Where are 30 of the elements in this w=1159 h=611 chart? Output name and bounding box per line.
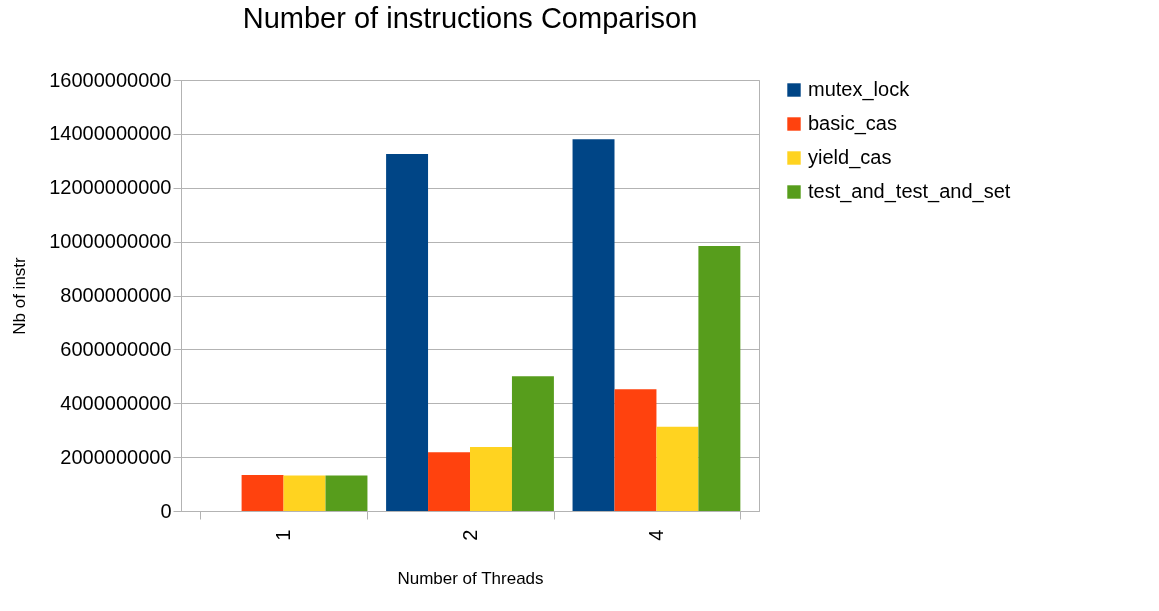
legend-label: basic_cas	[808, 112, 897, 135]
bar	[241, 474, 284, 511]
bar	[572, 139, 615, 511]
y-axis-title: Nb of instr	[10, 256, 30, 335]
bar	[428, 452, 470, 511]
bar	[325, 475, 368, 511]
y-tick-label: 6000000000	[60, 337, 172, 360]
y-tick-label: 0	[160, 499, 172, 522]
bar	[511, 376, 554, 511]
bar	[614, 389, 657, 511]
y-tick-label: 8000000000	[60, 284, 172, 306]
x-tick-label: 2	[458, 529, 481, 541]
legend-label: mutex_lock	[808, 78, 911, 101]
y-tick-label: 16000000000	[49, 68, 172, 91]
bar	[283, 475, 326, 511]
x-tick-label: 4	[644, 529, 667, 541]
bar	[386, 154, 429, 511]
legend-label: yield_cas	[808, 146, 892, 169]
bar	[698, 245, 741, 511]
bar	[656, 426, 699, 511]
y-tick-label: 14000000000	[49, 122, 172, 145]
bar	[470, 446, 512, 511]
legend-label: test_and_test_and_set	[808, 180, 1011, 203]
x-axis-title: Number of Threads	[397, 568, 544, 588]
chart-title: Number of instructions Comparison	[242, 2, 698, 34]
x-tick-label: 1	[272, 529, 295, 541]
y-tick-label: 10000000000	[49, 230, 172, 253]
y-tick-label: 12000000000	[49, 176, 172, 199]
y-tick-label: 4000000000	[60, 391, 172, 414]
y-tick-label: 2000000000	[60, 445, 172, 468]
